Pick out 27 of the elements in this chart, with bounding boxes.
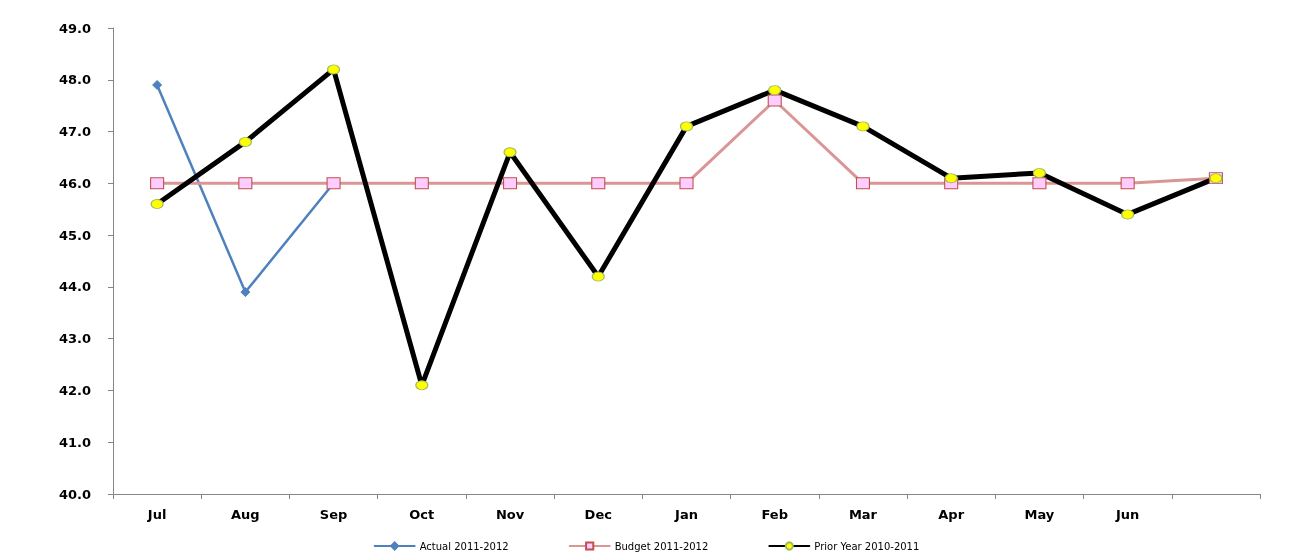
x-tick-label: Jun — [1114, 507, 1140, 522]
y-tick-label: 42.0 — [58, 382, 91, 398]
y-tick-label: 48.0 — [58, 72, 91, 88]
y-tick-label: 40.0 — [58, 486, 91, 502]
x-tick-label: May — [1024, 507, 1055, 522]
x-tick-label: Jul — [146, 507, 167, 522]
x-tick-label: Apr — [938, 507, 965, 522]
legend-label: Prior Year 2010-2011 — [814, 540, 920, 552]
x-tick-label: Dec — [584, 507, 612, 522]
x-tick-label: Oct — [409, 507, 435, 522]
legend-label: Budget 2011-2012 — [614, 540, 709, 552]
point — [152, 79, 163, 90]
y-tick-label: 49.0 — [58, 20, 91, 36]
x-tick-label: Nov — [495, 507, 525, 522]
x-tick-label: Jan — [674, 507, 698, 522]
x-tick-label: Sep — [319, 507, 348, 522]
y-tick-label: 41.0 — [58, 434, 91, 450]
y-tick-label: 44.0 — [58, 279, 91, 295]
x-tick-label: Feb — [761, 507, 788, 522]
y-tick-label: 45.0 — [58, 227, 91, 243]
legend-label: Actual 2011-2012 — [419, 540, 509, 552]
y-tick-label: 43.0 — [58, 331, 91, 347]
x-tick-label: Aug — [231, 507, 260, 522]
point — [240, 287, 251, 298]
x-tick-label: Mar — [848, 507, 878, 522]
y-tick-label: 46.0 — [58, 175, 91, 191]
y-tick-label: 47.0 — [58, 124, 91, 140]
